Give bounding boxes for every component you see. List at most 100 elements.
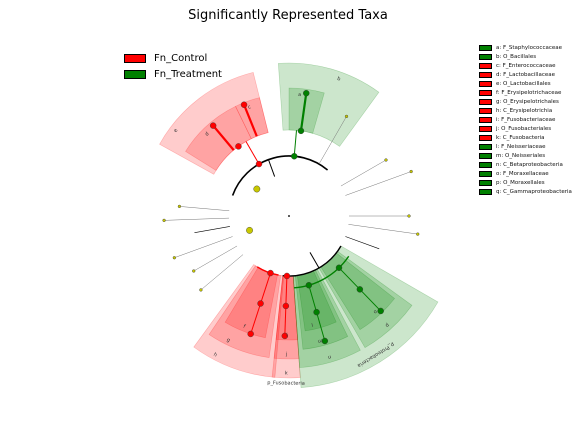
legend-swatch-treatment bbox=[124, 69, 146, 79]
node-control bbox=[282, 302, 290, 310]
taxa-legend-label: d: F_Lactobacillaceae bbox=[496, 71, 555, 78]
taxa-legend-label: n: C_Betaproteobacteria bbox=[496, 161, 563, 168]
taxa-legend-swatch bbox=[479, 116, 492, 123]
taxa-legend-swatch bbox=[479, 143, 492, 150]
node-control bbox=[240, 101, 248, 108]
branch bbox=[345, 236, 380, 250]
node-treatment bbox=[313, 308, 320, 316]
clade-label: d bbox=[204, 131, 210, 137]
taxa-legend-item: p: O_Moraxellales bbox=[479, 178, 576, 187]
node-treatment bbox=[303, 90, 310, 97]
branch bbox=[309, 252, 320, 269]
taxa-legend-label: i: F_Fusobacteriaceae bbox=[496, 116, 556, 123]
legend-label-control: Fn_Control bbox=[154, 52, 208, 64]
taxa-legend-label: e: O_Lactobacillales bbox=[496, 80, 551, 87]
taxa-legend-label: h: C_Erysipelotrichia bbox=[496, 107, 553, 114]
leaf-node bbox=[199, 288, 203, 292]
taxa-legend-swatch bbox=[479, 107, 492, 114]
clade-label: c bbox=[247, 104, 252, 111]
class-arc-treatment bbox=[293, 255, 350, 289]
clade-label: g bbox=[226, 337, 231, 344]
twig bbox=[340, 159, 387, 187]
taxa-legend-label: m: O_Neisseriales bbox=[496, 152, 546, 159]
clade-label: f bbox=[242, 324, 246, 330]
taxa-legend-item: b: O_Bacillales bbox=[479, 52, 576, 61]
node-control bbox=[257, 300, 264, 307]
leaf-node bbox=[416, 232, 420, 236]
node bbox=[246, 226, 253, 234]
clade-label: n bbox=[327, 354, 332, 361]
node-treatment bbox=[377, 307, 384, 315]
twig bbox=[345, 171, 412, 196]
node bbox=[253, 185, 261, 193]
node-treatment bbox=[335, 264, 343, 271]
leaf-node bbox=[409, 169, 413, 174]
taxa-legend-label: k: C_Fusobacteria bbox=[496, 134, 545, 141]
taxa-legend-swatch bbox=[479, 134, 492, 141]
taxa-legend-label: c: F_Enterococcaceae bbox=[496, 62, 556, 69]
taxa-legend-swatch bbox=[479, 179, 492, 186]
clade-label: m bbox=[317, 337, 323, 344]
twig bbox=[174, 236, 233, 258]
clade-label: j bbox=[285, 351, 287, 357]
legend-swatch-control bbox=[124, 53, 146, 63]
node-control bbox=[283, 272, 291, 280]
taxa-legend-swatch bbox=[479, 98, 492, 105]
node-control bbox=[235, 143, 242, 150]
clade-sector-d bbox=[185, 105, 252, 171]
taxa-legend-item: j: O_Fusobacteriales bbox=[479, 124, 576, 133]
legend-label-treatment: Fn_Treatment bbox=[154, 68, 222, 80]
leaf-node bbox=[407, 214, 411, 218]
legend-item-control: Fn_Control bbox=[124, 50, 222, 66]
taxa-legend-label: l: F_Neisseriaceae bbox=[496, 143, 546, 150]
taxa-legend-item: c: F_Enterococcaceae bbox=[479, 61, 576, 70]
clade-label: e bbox=[173, 128, 180, 134]
taxa-legend-item: q: C_Gammaproteobacteria bbox=[479, 187, 576, 196]
clade-label: h bbox=[212, 352, 218, 359]
taxa-legend-label: p: O_Moraxellales bbox=[496, 179, 545, 186]
taxa-legend-item: n: C_Betaproteobacteria bbox=[479, 160, 576, 169]
taxa-legend-item: d: F_Lactobacillaceae bbox=[479, 70, 576, 79]
clade-label: p bbox=[384, 322, 390, 329]
twig bbox=[164, 217, 230, 221]
twig bbox=[200, 254, 244, 291]
taxa-legend-swatch bbox=[479, 161, 492, 168]
taxa-legend-label: j: O_Fusobacteriales bbox=[496, 125, 552, 132]
taxa-legend-swatch bbox=[479, 89, 492, 96]
taxa-legend-label: a: F_Staphylococcaceae bbox=[496, 44, 562, 51]
taxa-legend-item: e: O_Lactobacillales bbox=[479, 79, 576, 88]
clade-label: o bbox=[372, 308, 378, 315]
leaf-node bbox=[177, 204, 182, 209]
clade-label: l bbox=[311, 321, 314, 327]
root-node bbox=[288, 214, 291, 217]
node-treatment bbox=[321, 337, 329, 345]
node-treatment bbox=[305, 282, 313, 289]
taxa-legend-swatch bbox=[479, 44, 492, 51]
branch-treatment bbox=[293, 130, 297, 157]
taxa-legend-swatch bbox=[479, 152, 492, 159]
taxa-legend-swatch bbox=[479, 71, 492, 78]
node-treatment bbox=[356, 286, 364, 293]
taxa-legend: a: F_Staphylococcaceae b: O_Bacillales c: … bbox=[479, 43, 576, 196]
clade-label: k bbox=[285, 370, 288, 376]
node-control bbox=[281, 332, 289, 340]
phylum-label: p_Fusobacteria bbox=[267, 380, 305, 387]
chart-title: Significantly Represented Taxa bbox=[188, 8, 388, 23]
branch bbox=[268, 159, 276, 177]
taxa-legend-item: f: F_Erysipelotrichaceae bbox=[479, 88, 576, 97]
clade-label: b bbox=[336, 76, 341, 83]
twig bbox=[179, 206, 230, 212]
taxa-legend-label: f: F_Erysipelotrichaceae bbox=[496, 89, 562, 96]
node-treatment bbox=[297, 127, 305, 135]
branch-treatment bbox=[299, 93, 308, 131]
node-control bbox=[255, 160, 263, 168]
leaf-node bbox=[384, 158, 388, 162]
leaf-node bbox=[192, 269, 196, 273]
taxa-legend-swatch bbox=[479, 188, 492, 195]
taxa-legend-item: h: C_Erysipelotrichia bbox=[479, 106, 576, 115]
twig bbox=[348, 224, 418, 235]
clade-label: i bbox=[286, 332, 287, 338]
taxa-legend-item: a: F_Staphylococcaceae bbox=[479, 43, 576, 52]
taxa-legend-swatch bbox=[479, 125, 492, 132]
